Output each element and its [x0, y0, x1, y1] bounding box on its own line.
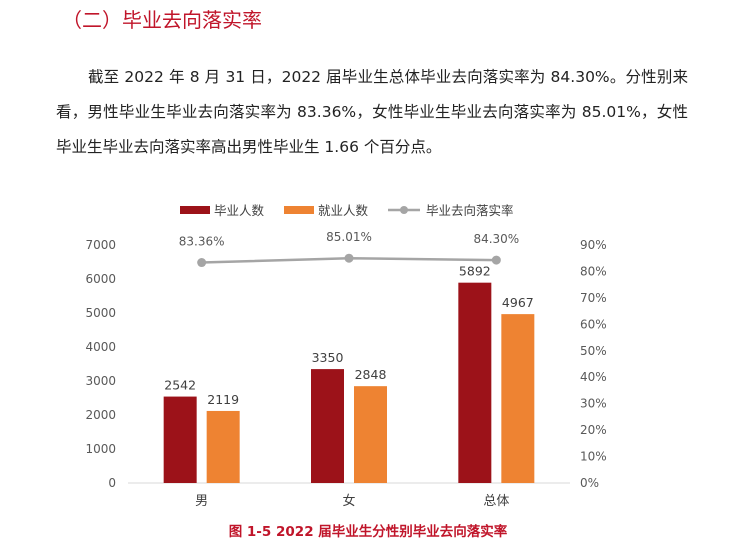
y2-tick-label: 60%	[580, 317, 607, 331]
chart-bars: 2542 2119 3350 2848 5892 4967	[163, 264, 535, 483]
bar-graduates	[311, 369, 344, 483]
y2-tick-label: 40%	[580, 370, 607, 384]
bar-value-label: 5892	[459, 264, 491, 279]
bar-graduates	[458, 282, 492, 483]
bar-line-chart: 毕业人数 就业人数 毕业去向落实率 0 1000 2000 3000 4000 5000 600…	[85, 203, 606, 509]
bar-value-label: 2119	[207, 392, 239, 407]
rate-point	[491, 255, 501, 265]
legend-label: 毕业人数	[214, 203, 265, 218]
section-heading: （二）毕业去向落实率	[62, 8, 262, 32]
chart-legend: 毕业人数 就业人数 毕业去向落实率	[180, 203, 514, 218]
bar-employed	[501, 314, 535, 483]
bar-employed	[206, 410, 240, 483]
rate-label: 84.30%	[473, 232, 519, 246]
y-tick-label: 1000	[85, 442, 116, 456]
rate-point	[344, 253, 354, 263]
rate-label: 85.01%	[326, 230, 372, 244]
x-tick-label: 男	[195, 494, 208, 509]
bar-graduates	[163, 396, 197, 483]
y-tick-label: 2000	[85, 408, 116, 422]
bar-employed	[354, 386, 387, 483]
y-tick-label: 6000	[85, 272, 116, 286]
bar-value-label: 3350	[312, 350, 344, 365]
legend-label: 就业人数	[318, 203, 369, 218]
legend-label: 毕业去向落实率	[426, 203, 514, 218]
y2-tick-label: 80%	[580, 264, 607, 278]
figure-caption: 图 1-5 2022 届毕业生分性别毕业去向落实率	[228, 524, 508, 540]
x-tick-label: 总体	[483, 494, 509, 509]
rate-point	[197, 258, 207, 268]
y2-tick-label: 70%	[580, 291, 607, 305]
x-tick-label: 女	[342, 493, 355, 509]
chart-axes: 0 1000 2000 3000 4000 5000 6000 7000 0% 10% 20% 30%…	[85, 238, 606, 509]
y-tick-label: 7000	[85, 238, 116, 252]
y2-tick-label: 10%	[580, 450, 607, 464]
y2-tick-label: 20%	[580, 423, 607, 437]
bar-value-label: 4967	[502, 295, 534, 310]
y-tick-label: 0	[108, 476, 116, 490]
legend-swatch-employed	[284, 206, 314, 214]
bar-value-label: 2848	[355, 367, 387, 382]
y-tick-label: 3000	[85, 374, 116, 388]
legend-swatch-graduates	[180, 206, 210, 214]
y-tick-label: 5000	[85, 306, 116, 320]
y2-tick-label: 90%	[580, 238, 607, 252]
y2-tick-label: 0%	[580, 476, 599, 490]
body-paragraph: 截至 2022 年 8 月 31 日，2022 届毕业生总体毕业去向落实率为 8…	[56, 68, 688, 156]
y-tick-label: 4000	[85, 340, 116, 354]
legend-marker-rate	[400, 206, 408, 214]
chart-rate-line: 83.36% 85.01% 84.30%	[179, 230, 519, 268]
bar-value-label: 2542	[164, 378, 196, 393]
y2-tick-label: 30%	[580, 397, 607, 411]
y2-tick-label: 50%	[580, 344, 607, 358]
rate-label: 83.36%	[179, 235, 225, 249]
